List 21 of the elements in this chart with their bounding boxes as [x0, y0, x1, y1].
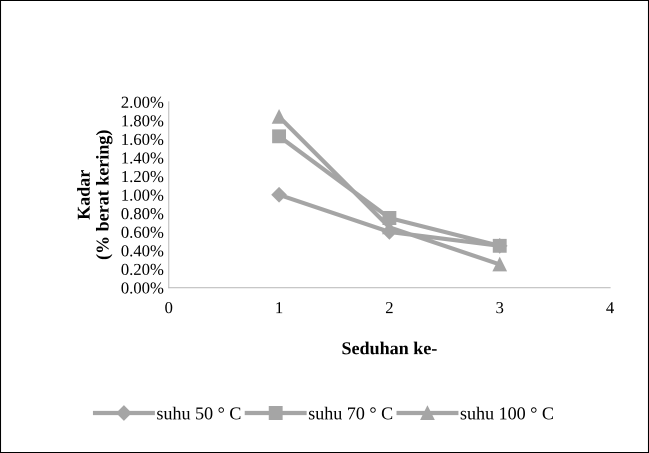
legend-label: suhu 70 ° C: [308, 406, 392, 420]
y-tick-label: 1.60%: [122, 134, 164, 146]
x-tick-label: 0: [165, 302, 172, 314]
legend-label: suhu 100 ° C: [460, 406, 553, 420]
y-tick-label: 1.00%: [122, 189, 164, 201]
x-tick-label: 1: [276, 302, 282, 314]
y-axis-title: Kadar (% berat kering): [77, 130, 112, 260]
legend-label: suhu 50 ° C: [157, 406, 240, 420]
y-tick-label: 0.40%: [121, 245, 164, 257]
y-tick-label: 0.60%: [121, 226, 164, 238]
x-tick-label: 3: [496, 302, 504, 314]
y-tick-label: 0.20%: [121, 264, 164, 276]
y-tick-label: 0.80%: [121, 208, 164, 220]
y-tick-label: 1.20%: [122, 170, 164, 182]
x-tick-label: 2: [386, 302, 393, 314]
y-tick-label: 1.40%: [122, 152, 164, 164]
x-axis-title: Seduhan ke-: [342, 342, 437, 354]
y-tick-label: 1.80%: [122, 115, 164, 127]
x-tick-label: 4: [606, 302, 614, 314]
y-tick-label: 0.00%: [121, 282, 164, 294]
y-tick-label: 2.00%: [122, 96, 164, 108]
